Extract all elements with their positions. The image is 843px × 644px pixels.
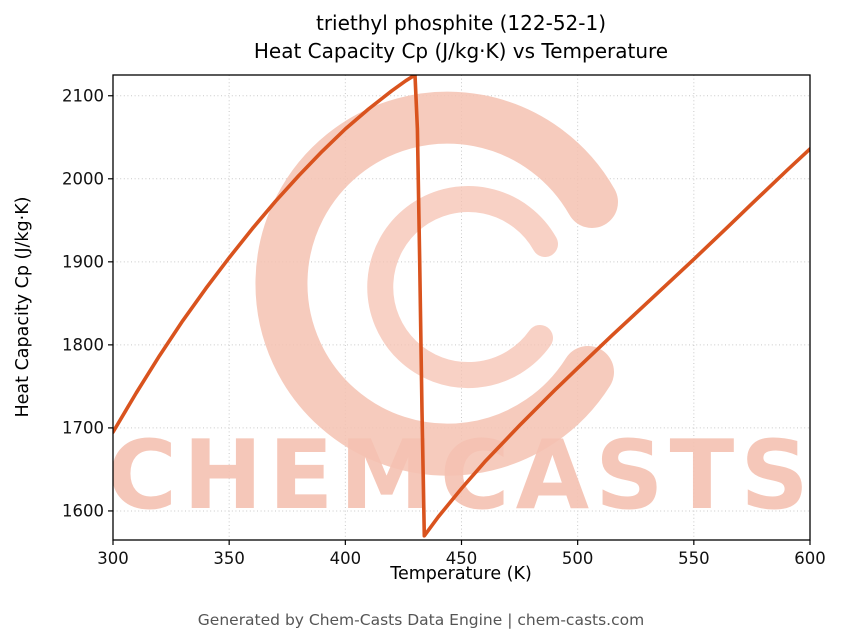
x-axis-label: Temperature (K) (390, 564, 532, 584)
y-tick-label: 1900 (62, 252, 104, 271)
chart-title-line1: triethyl phosphite (122-52-1) (315, 11, 607, 35)
y-tick-label: 2100 (62, 86, 104, 105)
x-tick-label: 500 (562, 549, 594, 568)
x-tick-label: 550 (678, 549, 710, 568)
watermark: CHEMCASTS (107, 91, 815, 531)
x-tick-label: 350 (213, 549, 245, 568)
series-group (113, 75, 810, 538)
x-tick-label: 300 (97, 549, 129, 568)
grid (112, 75, 811, 540)
footer-caption: Generated by Chem-Casts Data Engine | ch… (197, 611, 645, 629)
series-line (113, 75, 810, 538)
y-tick-label: 1600 (62, 501, 104, 520)
y-axis-label: Heat Capacity Cp (J/kg·K) (13, 196, 33, 418)
y-tick-label: 1700 (62, 418, 104, 437)
y-tick-label: 1800 (62, 335, 104, 354)
watermark-logo-c-inner-icon (367, 186, 558, 389)
watermark-logo-c-icon (255, 91, 618, 476)
ticks: 300 350 400 450 500 550 600 1600 1700 1800 1900 200… (62, 86, 826, 568)
x-tick-label: 450 (446, 549, 478, 568)
chart-title-line2: Heat Capacity Cp (J/kg·K) vs Temperature (253, 39, 669, 63)
y-tick-label: 2000 (62, 169, 104, 188)
x-tick-label: 600 (794, 549, 826, 568)
watermark-text: CHEMCASTS (107, 421, 815, 531)
x-tick-label: 400 (330, 549, 362, 568)
